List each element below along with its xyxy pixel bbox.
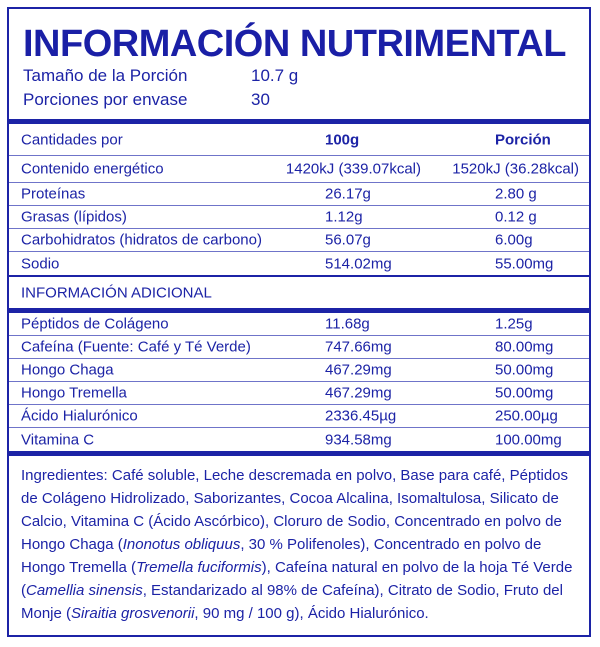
ingredients-species: Inonotus obliquus bbox=[122, 536, 241, 553]
row-label: Hongo Chaga bbox=[21, 361, 114, 379]
servings-per-container: Porciones por envase 30 bbox=[23, 90, 423, 112]
table-row: Vitamina C 934.58mg 100.00mg bbox=[9, 428, 589, 451]
table-row: Grasas (lípidos) 1.12g 0.12 g bbox=[9, 206, 589, 229]
table-row: Sodio 514.02mg 55.00mg bbox=[9, 252, 589, 276]
row-value-100g: 467.29mg bbox=[325, 384, 392, 402]
row-value-100g: 1420kJ (339.07kcal) bbox=[285, 160, 421, 178]
table-row: Proteínas 26.17g 2.80 g bbox=[9, 183, 589, 206]
row-value-portion: 0.12 g bbox=[495, 208, 537, 226]
row-value-100g: 934.58mg bbox=[325, 431, 392, 448]
header-portion: Porción bbox=[495, 131, 551, 148]
row-label: Ácido Hialurónico bbox=[21, 407, 138, 425]
row-label: Grasas (lípidos) bbox=[21, 208, 127, 226]
row-value-portion: 250.00µg bbox=[495, 407, 558, 425]
row-label: Vitamina C bbox=[21, 431, 95, 448]
label-title: INFORMACIÓN NUTRIMENTAL bbox=[23, 23, 566, 65]
table-row: Ácido Hialurónico 2336.45µg 250.00µg bbox=[9, 405, 589, 428]
table-row: Carbohidratos (hidratos de carbono) 56.0… bbox=[9, 229, 589, 252]
servings-label: Porciones por envase bbox=[23, 90, 188, 109]
divider bbox=[9, 119, 589, 124]
ingredients-text: Ingredientes: Café soluble, Leche descre… bbox=[21, 464, 581, 625]
row-value-portion: 50.00mg bbox=[495, 384, 554, 402]
header-label: Cantidades por bbox=[21, 131, 123, 148]
table-row: Péptidos de Colágeno 11.68g 1.25g bbox=[9, 313, 589, 336]
row-value-portion: 2.80 g bbox=[495, 185, 537, 203]
row-value-portion: 50.00mg bbox=[495, 361, 554, 379]
ingredients-part: Ingredientes: Café soluble, Leche descre… bbox=[21, 467, 569, 553]
row-value-portion: 80.00mg bbox=[495, 338, 554, 356]
additional-title-row: INFORMACIÓN ADICIONAL bbox=[9, 277, 589, 308]
row-label: Sodio bbox=[21, 255, 60, 273]
serving-size: Tamaño de la Porción 10.7 g bbox=[23, 66, 423, 88]
divider bbox=[9, 308, 589, 313]
row-value-portion: 55.00mg bbox=[495, 255, 554, 273]
ingredients-part: , 30 % Polifenoles), Concentrado en polv… bbox=[21, 536, 542, 576]
serving-size-label: Tamaño de la Porción bbox=[23, 66, 188, 85]
table-row: Cafeína (Fuente: Café y Té Verde) 747.66… bbox=[9, 336, 589, 359]
ingredients-species: Siraitia grosvenorii bbox=[71, 605, 195, 622]
row-label: Proteínas bbox=[21, 185, 86, 203]
ingredients-part: , 90 mg / 100 g), Ácido Hialurónico. bbox=[194, 605, 429, 622]
ingredients-species: Camellia sinensis bbox=[26, 582, 143, 599]
table-header: Cantidades por 100g Porción bbox=[9, 124, 589, 156]
row-value-100g: 747.66mg bbox=[325, 338, 392, 356]
additional-title: INFORMACIÓN ADICIONAL bbox=[21, 284, 212, 301]
header-100g: 100g bbox=[325, 131, 360, 148]
row-label: Hongo Tremella bbox=[21, 384, 127, 402]
row-value-100g: 467.29mg bbox=[325, 361, 392, 379]
row-value-100g: 26.17g bbox=[325, 185, 371, 203]
ingredients-part: , Estandarizado al 98% de Cafeína), Citr… bbox=[21, 582, 563, 622]
row-label: Cafeína (Fuente: Café y Té Verde) bbox=[21, 338, 251, 356]
row-value-100g: 11.68g bbox=[325, 315, 370, 333]
table-row: Hongo Chaga 467.29mg 50.00mg bbox=[9, 359, 589, 382]
row-value-portion: 1520kJ (36.28kcal) bbox=[452, 160, 579, 178]
row-value-portion: 1.25g bbox=[495, 315, 533, 333]
ingredients-part: ), Cafeína natural en polvo de la hoja T… bbox=[21, 559, 573, 599]
ingredients-species: Tremella fuciformis bbox=[136, 559, 262, 576]
row-value-100g: 1.12g bbox=[325, 208, 363, 226]
row-value-100g: 2336.45µg bbox=[325, 407, 397, 425]
serving-size-value: 10.7 g bbox=[251, 66, 299, 85]
row-value-100g: 56.07g bbox=[325, 231, 371, 249]
row-value-100g: 514.02mg bbox=[325, 255, 392, 273]
table-row: Hongo Tremella 467.29mg 50.00mg bbox=[9, 382, 589, 405]
divider bbox=[9, 275, 589, 277]
row-label: Contenido energético bbox=[21, 160, 164, 178]
divider bbox=[9, 451, 589, 456]
row-label: Péptidos de Colágeno bbox=[21, 315, 169, 333]
servings-value: 30 bbox=[251, 90, 270, 109]
row-value-portion: 6.00g bbox=[495, 231, 533, 249]
table-row: Contenido energético 1420kJ (339.07kcal)… bbox=[9, 156, 589, 183]
row-label: Carbohidratos (hidratos de carbono) bbox=[21, 231, 262, 249]
nutrition-label: INFORMACIÓN NUTRIMENTAL Tamaño de la Por… bbox=[7, 7, 591, 637]
row-value-portion: 100.00mg bbox=[495, 431, 562, 448]
